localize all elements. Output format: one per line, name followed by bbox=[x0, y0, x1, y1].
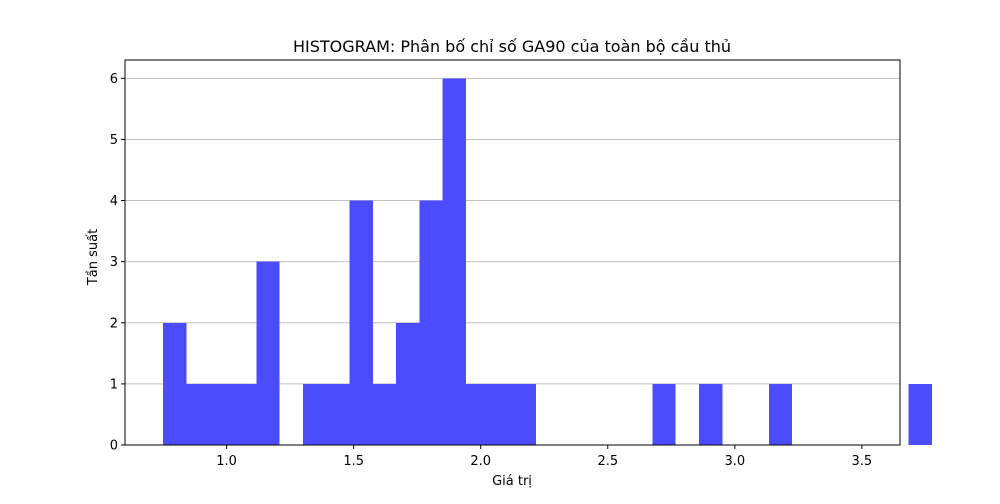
x-axis-label: Giá trị bbox=[492, 474, 532, 489]
histogram-bar bbox=[302, 383, 327, 445]
histogram-bar bbox=[466, 383, 490, 445]
histogram-bar bbox=[512, 383, 536, 445]
histogram-bars bbox=[163, 78, 933, 445]
histogram-bar bbox=[699, 383, 723, 445]
y-tick-label: 6 bbox=[110, 72, 118, 87]
histogram-bar bbox=[372, 383, 397, 445]
x-tick-label: 2.0 bbox=[470, 454, 491, 469]
histogram-bar bbox=[396, 322, 420, 445]
histogram-bar bbox=[163, 322, 187, 445]
y-tick-label: 2 bbox=[110, 316, 118, 331]
plot-frame bbox=[124, 59, 901, 446]
y-axis-ticks: 0 1 2 3 4 5 6 bbox=[110, 72, 125, 454]
histogram-bar bbox=[442, 78, 467, 445]
histogram-bar bbox=[652, 383, 676, 445]
y-axis-label: Tần suất bbox=[86, 229, 101, 286]
histogram-bar bbox=[186, 383, 210, 445]
y-tick-label: 4 bbox=[110, 194, 118, 209]
y-tick-label: 0 bbox=[110, 439, 118, 454]
y-tick-label: 1 bbox=[110, 377, 118, 392]
histogram-bar bbox=[349, 200, 373, 445]
x-tick-label: 3.0 bbox=[724, 454, 745, 469]
x-tick-label: 1.5 bbox=[343, 454, 364, 469]
histogram-bar bbox=[233, 383, 257, 445]
histogram-bar bbox=[256, 261, 280, 445]
y-tick-label: 5 bbox=[110, 133, 118, 148]
histogram-bar bbox=[419, 200, 443, 445]
x-tick-label: 3.5 bbox=[852, 454, 873, 469]
histogram-bar bbox=[209, 383, 234, 445]
histogram-bar bbox=[908, 383, 933, 445]
histogram-bar bbox=[768, 383, 793, 445]
histogram-bar bbox=[326, 383, 350, 445]
chart-title: HISTOGRAM: Phân bố chỉ số GA90 của toàn … bbox=[293, 37, 731, 56]
histogram-bar bbox=[489, 383, 513, 445]
x-tick-label: 2.5 bbox=[597, 454, 618, 469]
y-tick-label: 3 bbox=[110, 255, 118, 270]
x-axis-ticks: 1.0 1.5 2.0 2.5 3.0 3.5 bbox=[216, 445, 872, 469]
x-tick-label: 1.0 bbox=[216, 454, 237, 469]
